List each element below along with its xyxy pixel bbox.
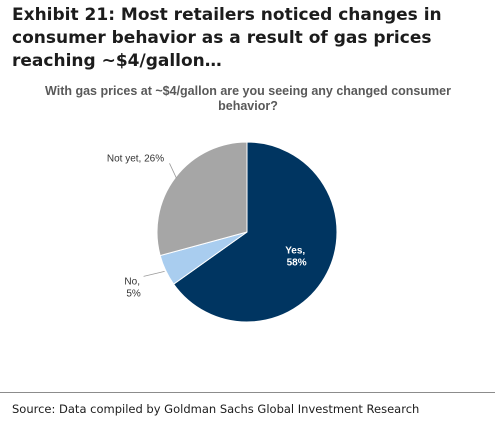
chart-title: With gas prices at ~$4/gallon are you se…	[45, 84, 451, 113]
pie-labels: Yes, 58% No, 5% Not yet, 26%	[107, 153, 308, 299]
chart-area: With gas prices at ~$4/gallon are you se…	[28, 72, 468, 384]
source-note: Source: Data compiled by Goldman Sachs G…	[12, 402, 420, 416]
leader-line-no	[143, 271, 165, 277]
slice-label-no: No, 5%	[124, 276, 142, 299]
leader-line-not-yet	[169, 163, 177, 179]
slice-label-yes: Yes, 58%	[285, 246, 308, 269]
footer-divider	[0, 392, 495, 393]
slice-label-not-yet: Not yet, 26%	[107, 153, 164, 164]
pie-slice-yes	[172, 141, 338, 323]
exhibit-title: Exhibit 21: Most retailers noticed chang…	[12, 5, 442, 71]
pie-chart: Yes, 58% No, 5% Not yet, 26%	[107, 141, 338, 323]
pie-slices	[156, 141, 338, 323]
pie-slice-not-yet	[156, 141, 248, 257]
